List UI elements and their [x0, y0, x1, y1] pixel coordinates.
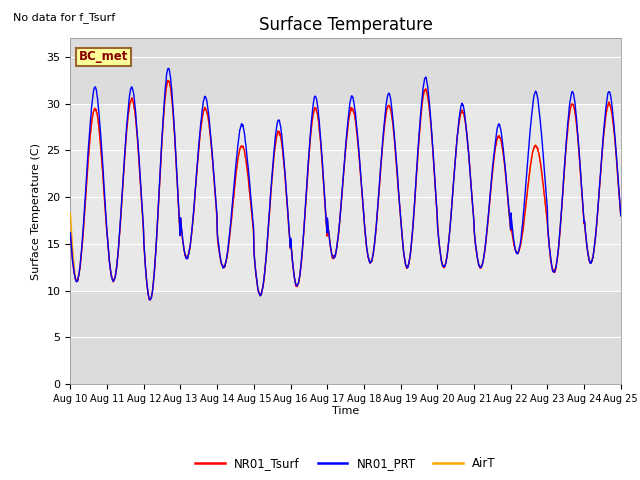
Title: Surface Temperature: Surface Temperature [259, 16, 433, 34]
X-axis label: Time: Time [332, 407, 359, 417]
Text: BC_met: BC_met [79, 50, 128, 63]
Y-axis label: Surface Temperature (C): Surface Temperature (C) [31, 143, 41, 280]
Legend: NR01_Tsurf, NR01_PRT, AirT: NR01_Tsurf, NR01_PRT, AirT [191, 453, 500, 475]
Bar [70, 104, 621, 290]
Text: No data for f_Tsurf: No data for f_Tsurf [13, 12, 115, 23]
